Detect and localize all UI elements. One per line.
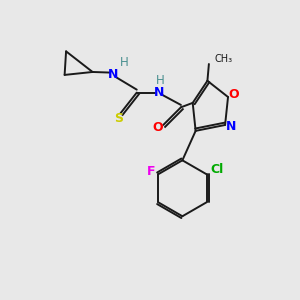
Text: O: O	[228, 88, 238, 100]
Text: O: O	[153, 121, 163, 134]
Text: CH₃: CH₃	[214, 54, 232, 64]
Text: N: N	[226, 120, 237, 133]
Text: H: H	[156, 74, 165, 87]
Text: S: S	[115, 112, 124, 125]
Text: N: N	[154, 86, 164, 99]
Text: F: F	[147, 165, 155, 178]
Text: H: H	[120, 56, 129, 69]
Text: N: N	[108, 68, 119, 81]
Text: Cl: Cl	[210, 164, 224, 176]
